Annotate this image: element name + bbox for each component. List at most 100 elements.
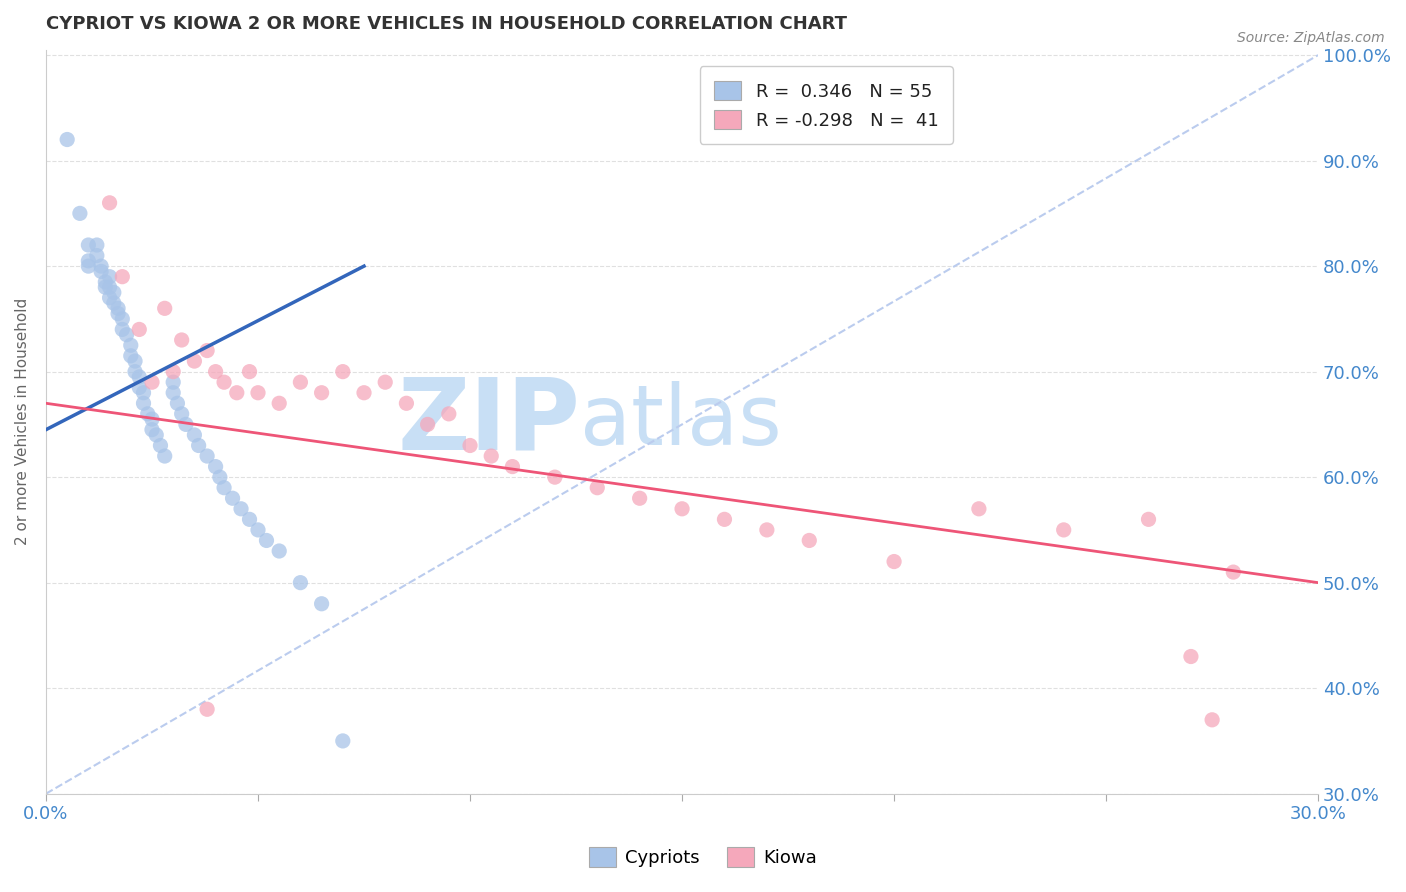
Point [86, 249, 108, 263]
Point [174, 417, 197, 432]
Point [103, 285, 125, 300]
Point [124, 365, 146, 379]
Text: Source: ZipAtlas.com: Source: ZipAtlas.com [1237, 31, 1385, 45]
Point [86, 238, 108, 252]
Point [107, 307, 129, 321]
Point [967, 501, 990, 516]
Point [132, 385, 155, 400]
Point [269, 544, 291, 558]
Text: ZIP: ZIP [398, 373, 581, 470]
Point [77, 253, 100, 268]
Point [1137, 512, 1160, 526]
Point [77, 238, 100, 252]
Point [111, 322, 134, 336]
Point [311, 597, 333, 611]
Point [628, 491, 651, 506]
Point [94, 275, 117, 289]
Text: CYPRIOT VS KIOWA 2 OR MORE VEHICLES IN HOUSEHOLD CORRELATION CHART: CYPRIOT VS KIOWA 2 OR MORE VEHICLES IN H… [46, 15, 846, 33]
Point [183, 428, 205, 442]
Point [479, 449, 502, 463]
Point [290, 575, 312, 590]
Point [256, 533, 278, 548]
Point [170, 333, 193, 347]
Point [374, 375, 396, 389]
Point [208, 470, 231, 484]
Point [77, 259, 100, 273]
Point [1180, 649, 1202, 664]
Point [416, 417, 439, 432]
Point [153, 449, 176, 463]
Point [90, 264, 112, 278]
Point [69, 206, 91, 220]
Point [501, 459, 523, 474]
Point [111, 311, 134, 326]
Point [162, 375, 184, 389]
Point [149, 438, 172, 452]
Point [141, 375, 163, 389]
Point [141, 412, 163, 426]
Point [162, 385, 184, 400]
Legend: Cypriots, Kiowa: Cypriots, Kiowa [582, 839, 824, 874]
Point [225, 385, 247, 400]
Point [212, 375, 235, 389]
Point [311, 385, 333, 400]
Point [56, 132, 79, 146]
Point [98, 280, 121, 294]
Point [221, 491, 243, 506]
Point [290, 375, 312, 389]
Point [395, 396, 418, 410]
Point [162, 365, 184, 379]
Point [195, 449, 218, 463]
Point [229, 501, 252, 516]
Point [1053, 523, 1076, 537]
Point [90, 259, 112, 273]
Point [195, 702, 218, 716]
Point [799, 533, 821, 548]
Point [204, 459, 226, 474]
Point [141, 423, 163, 437]
Point [332, 734, 354, 748]
Point [98, 269, 121, 284]
Point [246, 385, 269, 400]
Y-axis label: 2 or more Vehicles in Household: 2 or more Vehicles in Household [15, 298, 30, 545]
Point [98, 195, 121, 210]
Point [132, 396, 155, 410]
Point [145, 428, 167, 442]
Point [98, 291, 121, 305]
Point [153, 301, 176, 316]
Point [269, 396, 291, 410]
Point [332, 365, 354, 379]
Point [671, 501, 693, 516]
Point [128, 322, 150, 336]
Point [437, 407, 460, 421]
Point [128, 370, 150, 384]
Point [238, 512, 260, 526]
Point [238, 365, 260, 379]
Point [212, 481, 235, 495]
Point [115, 327, 138, 342]
Point [183, 354, 205, 368]
Point [107, 301, 129, 316]
Point [755, 523, 778, 537]
Point [204, 365, 226, 379]
Point [136, 407, 159, 421]
Point [246, 523, 269, 537]
Point [713, 512, 735, 526]
Point [195, 343, 218, 358]
Point [1222, 565, 1244, 579]
Point [170, 407, 193, 421]
Text: atlas: atlas [581, 381, 782, 462]
Point [120, 338, 142, 352]
Point [166, 396, 188, 410]
Point [124, 354, 146, 368]
Point [586, 481, 609, 495]
Point [94, 280, 117, 294]
Point [883, 555, 905, 569]
Legend: R =  0.346   N = 55, R = -0.298   N =  41: R = 0.346 N = 55, R = -0.298 N = 41 [700, 66, 953, 144]
Point [353, 385, 375, 400]
Point [1201, 713, 1223, 727]
Point [111, 269, 134, 284]
Point [103, 296, 125, 310]
Point [458, 438, 481, 452]
Point [128, 380, 150, 394]
